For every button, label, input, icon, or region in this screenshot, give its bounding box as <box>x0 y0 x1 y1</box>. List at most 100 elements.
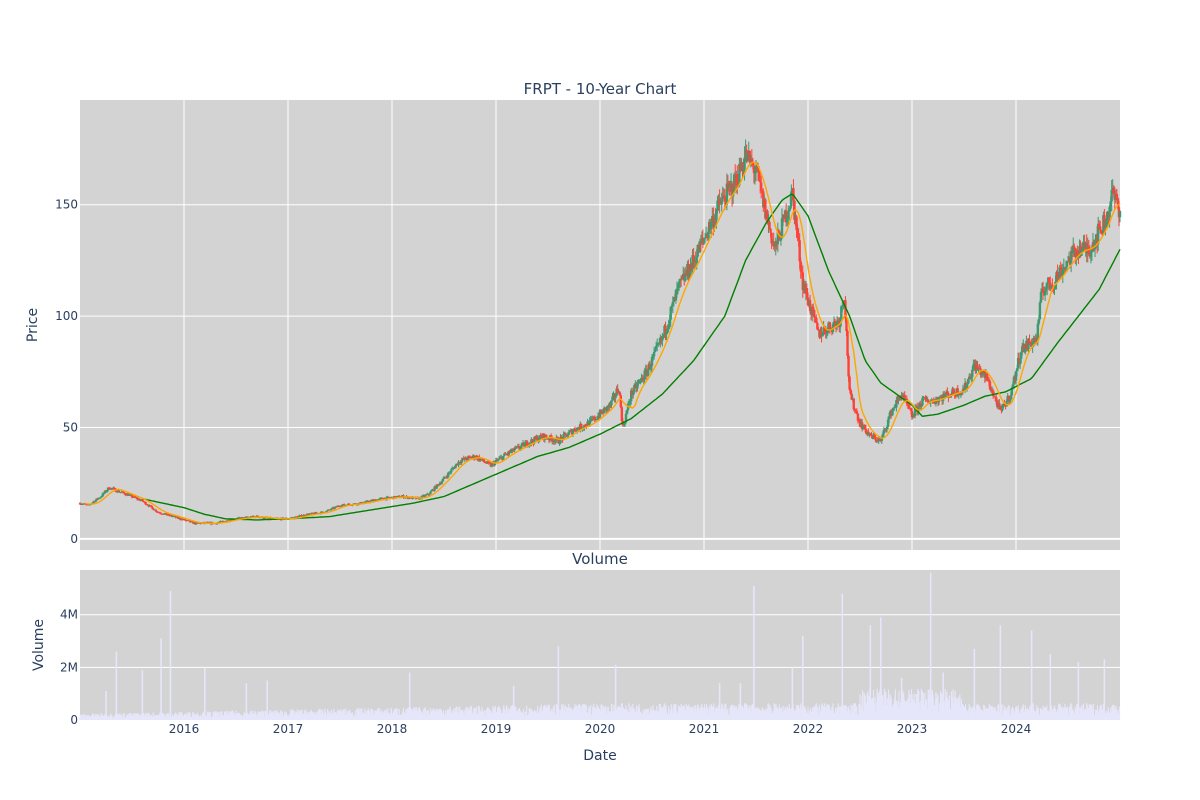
candle-down <box>1073 246 1076 249</box>
volume-bar-spike <box>557 646 560 720</box>
candle-down <box>1051 285 1054 287</box>
candle-up <box>515 446 518 448</box>
candle-down <box>252 516 255 517</box>
candle-down <box>488 462 491 464</box>
candle-up <box>725 183 729 205</box>
candle-up <box>623 422 627 425</box>
volume-bar <box>924 700 927 720</box>
candle-down <box>748 150 751 163</box>
volume-bar <box>729 705 732 720</box>
volume-bar <box>707 708 709 720</box>
candle-up <box>650 357 654 367</box>
candle-up <box>507 451 510 455</box>
candle-up <box>403 497 406 499</box>
candle-up <box>329 509 332 511</box>
volume-bar <box>908 689 910 720</box>
candle-down <box>760 182 763 190</box>
volume-bar-spike <box>1077 662 1080 720</box>
candle-down <box>907 405 911 409</box>
volume-bar <box>617 706 619 720</box>
candle-up <box>91 502 94 504</box>
candle-down <box>468 456 472 458</box>
volume-bar-spike <box>169 591 172 720</box>
candle-up <box>440 481 444 484</box>
candle-down <box>873 435 876 438</box>
volume-bar-spike <box>105 691 107 720</box>
volume-bar <box>487 706 489 720</box>
volume-bar-spike <box>1030 630 1033 720</box>
volume-bar <box>623 708 625 720</box>
candle-up <box>297 516 300 518</box>
volume-bar <box>1071 704 1073 720</box>
candle-up <box>632 392 635 396</box>
candle-up <box>503 453 506 456</box>
candle-down <box>932 400 936 403</box>
candle-up <box>523 443 527 447</box>
candle-up <box>583 424 586 428</box>
x-tick-label: 2023 <box>897 722 928 736</box>
candle-down <box>730 183 734 197</box>
volume-bar <box>343 709 345 720</box>
volume-bar <box>597 706 600 720</box>
candle-down <box>795 216 798 230</box>
volume-bar <box>307 711 309 720</box>
candle-down <box>151 507 154 510</box>
volume-x-tick-labels: 2016 2017 2018 2019 2020 2021 2022 2023 2024 <box>169 722 1032 736</box>
volume-bar <box>903 698 905 720</box>
volume-bar <box>810 707 812 720</box>
candle-down <box>813 310 816 317</box>
candle-up <box>450 469 453 473</box>
volume-bar <box>494 705 497 720</box>
candle-down <box>529 443 532 445</box>
candle-up <box>294 516 297 519</box>
volume-bar <box>1014 707 1017 720</box>
volume-bar <box>647 708 649 720</box>
volume-bar <box>581 704 583 720</box>
candle-up <box>633 385 636 393</box>
candle-down <box>366 500 370 502</box>
candle-up <box>754 171 758 173</box>
candle-up <box>742 169 745 172</box>
volume-bar <box>359 708 361 720</box>
candle-up <box>610 400 613 406</box>
volume-bar <box>817 708 819 720</box>
volume-bar <box>876 688 878 720</box>
candle-down <box>845 318 848 331</box>
candle-up <box>195 522 198 525</box>
volume-bar <box>778 704 780 720</box>
volume-bar <box>235 710 237 720</box>
candle-down <box>952 388 955 394</box>
candle-up <box>920 405 923 407</box>
volume-bar <box>163 714 165 720</box>
candle-down <box>926 399 929 403</box>
candle-down <box>820 331 823 337</box>
candle-up <box>981 371 984 374</box>
candle-down <box>772 241 775 246</box>
candle-up <box>105 490 109 492</box>
candle-up <box>99 496 102 498</box>
candle-down <box>478 456 481 461</box>
candle-up <box>424 495 427 497</box>
volume-bar <box>650 706 652 720</box>
volume-y-tick-labels: 0 2M 4M <box>60 608 78 727</box>
candle-down <box>1116 198 1120 208</box>
candle-up <box>490 463 494 467</box>
price-y-axis-label: Price <box>25 308 41 342</box>
volume-bar <box>832 709 835 720</box>
volume-bar <box>824 703 826 720</box>
candle-down <box>856 413 860 421</box>
candle-down <box>833 321 837 323</box>
candle-down <box>165 513 168 515</box>
volume-bar <box>146 713 148 720</box>
candle-down <box>1101 233 1104 235</box>
candle-down <box>824 330 827 334</box>
volume-bar <box>613 704 615 720</box>
candle-up <box>661 335 664 341</box>
volume-bar <box>1046 705 1048 720</box>
candle-down <box>162 514 165 515</box>
volume-bar <box>390 708 393 720</box>
candle-up <box>1062 267 1066 270</box>
candle-up <box>917 406 920 412</box>
candle-up <box>368 500 372 503</box>
candle-down <box>701 237 705 240</box>
